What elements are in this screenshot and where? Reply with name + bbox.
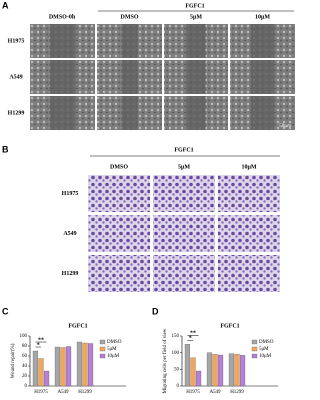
legend-swatch — [99, 339, 106, 345]
chart-title: FGFC1 — [220, 323, 239, 329]
legend-swatch — [251, 339, 258, 345]
y-tick-label: 0 — [25, 384, 28, 389]
x-tick-label: A549 — [209, 390, 221, 395]
bar — [217, 354, 224, 387]
column-header: 5μM — [178, 164, 190, 170]
row-label: H1299 — [62, 271, 79, 277]
y-tick-label: 50 — [174, 367, 180, 372]
wound-gap — [49, 24, 76, 58]
panel-label: A — [2, 0, 9, 10]
bar — [228, 353, 235, 387]
micrograph — [218, 255, 280, 292]
column-header: DMSO — [121, 14, 139, 20]
micrograph — [153, 255, 215, 292]
wound-gap — [121, 60, 138, 94]
y-tick-label: 60 — [22, 354, 28, 359]
wound-gap — [186, 24, 206, 58]
y-tick-label: 100 — [172, 351, 180, 356]
row-label: H1299 — [8, 110, 25, 116]
x-tick-label: H1299 — [78, 390, 92, 395]
significance-label: * — [37, 342, 40, 348]
wound-gap — [49, 96, 76, 130]
legend-swatch — [99, 346, 106, 352]
legend-label: DMSO — [259, 340, 274, 345]
y-axis-label: Migrating cells per field of view — [163, 328, 168, 393]
bar — [184, 344, 191, 387]
bar — [212, 354, 218, 387]
x-tick-label: H1975 — [34, 390, 48, 395]
bar — [43, 370, 50, 387]
bar — [60, 347, 66, 387]
micrograph — [218, 215, 280, 252]
x-tick-label: A549 — [57, 390, 69, 395]
wound-gap — [250, 60, 275, 94]
bar — [190, 357, 196, 387]
column-header: 10μM — [241, 164, 256, 170]
wound-gap — [186, 60, 206, 94]
row-label: A549 — [63, 231, 76, 237]
column-header: DMSO — [110, 164, 128, 170]
panel-label: C — [2, 306, 9, 316]
wound-gap — [250, 24, 275, 58]
bar — [206, 352, 213, 387]
legend-label: 5μM — [259, 347, 269, 352]
y-tick-label: 0 — [177, 384, 180, 389]
bar — [38, 358, 44, 387]
bar — [82, 342, 88, 387]
column-header: 5μM — [190, 14, 202, 20]
bar — [32, 350, 39, 387]
micrograph — [88, 175, 150, 212]
wound-gap — [250, 96, 275, 130]
legend-label: 10μM — [107, 354, 120, 359]
group-header: FGFC1 — [174, 147, 193, 153]
legend-label: 5μM — [107, 347, 117, 352]
bar — [87, 343, 94, 387]
legend-swatch — [251, 353, 258, 359]
y-tick-label: 150 — [172, 334, 180, 339]
wound-gap — [121, 96, 138, 130]
y-tick-label: 100 — [20, 334, 28, 339]
legend-swatch — [99, 353, 106, 359]
significance-label: ** — [38, 337, 44, 343]
group-header: FGFC1 — [185, 3, 204, 9]
bar — [234, 354, 240, 387]
bar — [239, 355, 246, 387]
y-axis-label: Wound repair(%) — [11, 343, 16, 378]
legend-swatch — [251, 346, 258, 352]
legend-label: DMSO — [107, 340, 122, 345]
figure: A DMSO-0h FGFC1 B FGFC1 50μm DMSO 5μM 10μM H… — [2, 0, 295, 395]
y-tick-label: 80 — [22, 344, 28, 349]
micrograph — [153, 215, 215, 252]
panel-label: D — [152, 306, 159, 316]
y-tick-label: 40 — [22, 364, 28, 369]
x-tick-label: H1299 — [230, 390, 244, 395]
significance-label: * — [189, 336, 192, 342]
bar — [54, 346, 61, 387]
micrograph — [218, 175, 280, 212]
row-label: A549 — [9, 74, 22, 80]
row-label: H1975 — [8, 38, 25, 44]
bar — [76, 341, 83, 387]
bar — [195, 370, 202, 387]
wound-gap — [121, 24, 138, 58]
legend-label: 10μM — [259, 354, 272, 359]
bar — [65, 346, 72, 387]
x-tick-label: H1975 — [186, 390, 200, 395]
wound-gap — [186, 96, 206, 130]
y-tick-label: 20 — [22, 374, 28, 379]
panel-label: B — [2, 144, 9, 154]
chart-title: FGFC1 — [68, 323, 87, 329]
row-label: H1975 — [62, 191, 79, 197]
scale-label: 50μm — [279, 124, 291, 129]
column-header: 10μM — [255, 14, 270, 20]
micrograph — [88, 215, 150, 252]
micrograph — [153, 175, 215, 212]
wound-gap — [49, 60, 76, 94]
column-header: DMSO-0h — [49, 14, 76, 20]
micrograph — [88, 255, 150, 292]
significance-label: ** — [190, 331, 196, 337]
